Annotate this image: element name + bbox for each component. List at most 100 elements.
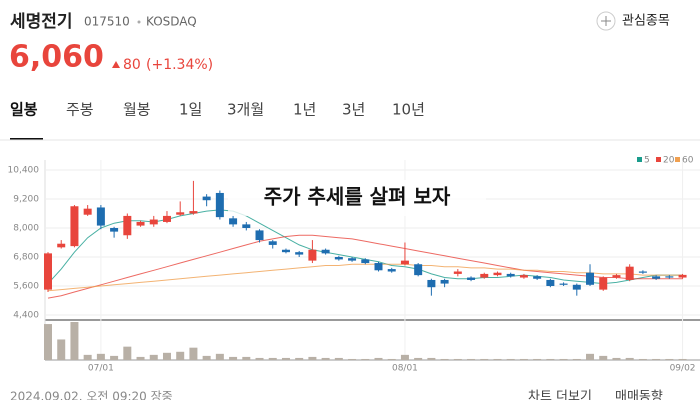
volume-bar: [176, 351, 185, 360]
volume-bar: [546, 358, 555, 360]
volume-bar: [493, 358, 502, 360]
legend-swatch: [656, 157, 661, 162]
watch-label: 관심종목: [622, 14, 670, 29]
tab[interactable]: 3개월: [227, 101, 264, 119]
candle-body: [136, 221, 145, 226]
volume-bar: [242, 356, 251, 360]
volume-bar: [83, 354, 92, 360]
candle-body: [44, 253, 52, 290]
candle-body: [652, 276, 661, 279]
volume-bar: [453, 358, 462, 360]
candle-body: [638, 271, 647, 273]
volume-bar: [202, 355, 211, 360]
candle-body: [559, 283, 568, 285]
x-tick-label: 09/02: [670, 364, 696, 374]
candle-body: [295, 252, 304, 255]
volume-bar: [268, 357, 277, 360]
volume-bar: [334, 357, 343, 360]
candle-body: [572, 284, 581, 290]
volume-bar: [572, 358, 581, 360]
y-tick-label: 8,000: [13, 224, 39, 234]
candle-body: [281, 249, 290, 253]
stock-code: 017510: [84, 15, 130, 29]
y-tick-label: 9,200: [13, 195, 39, 205]
candle-body: [387, 269, 396, 272]
volume-bar: [374, 357, 383, 360]
volume-bar: [414, 357, 423, 360]
candle-body: [348, 258, 357, 261]
candle-body: [242, 224, 251, 228]
tab[interactable]: 3년: [342, 101, 365, 119]
volume-bar: [678, 358, 687, 360]
tab[interactable]: 1년: [293, 101, 316, 119]
candle-body: [149, 219, 158, 225]
candle-body: [506, 273, 515, 277]
candle-body: [83, 208, 92, 215]
candle-body: [546, 279, 555, 286]
watch-icon: [596, 11, 616, 31]
volume-bar: [96, 353, 105, 360]
y-tick-label: 5,600: [13, 282, 39, 292]
tab[interactable]: 10년: [392, 101, 425, 119]
legend-swatch: [675, 157, 680, 162]
tab[interactable]: 주봉: [66, 101, 94, 119]
volume-bar: [57, 339, 66, 360]
volume-bar: [652, 358, 661, 360]
volume-bar: [599, 355, 608, 360]
stock-name: 세명전기: [10, 12, 73, 32]
candle-body: [162, 215, 171, 222]
y-tick-label: 6,800: [13, 253, 39, 263]
candle-body: [96, 207, 105, 226]
volume-bar: [638, 358, 647, 360]
volume-bar: [665, 358, 674, 360]
volume-bar: [136, 356, 145, 360]
tab[interactable]: 월봉: [123, 101, 151, 119]
footer-link[interactable]: 차트 더보기: [528, 390, 592, 400]
volume-bar: [612, 357, 621, 360]
candle-body: [123, 215, 132, 236]
legend-label: 5: [644, 156, 650, 166]
overlay-box: [228, 180, 486, 216]
volume-bar: [625, 357, 634, 360]
candle-body: [586, 272, 595, 285]
candle-body: [440, 279, 449, 284]
candle-body: [110, 228, 119, 232]
y-tick-label: 4,400: [13, 311, 39, 321]
candle-body: [467, 277, 476, 280]
candle-body: [229, 218, 238, 225]
volume-bar: [321, 357, 330, 360]
y-tick-label: 10,400: [8, 166, 40, 176]
legend-label: 60: [682, 156, 694, 166]
candle-body: [414, 264, 423, 276]
volume-bar: [533, 358, 542, 360]
candle-body: [493, 272, 502, 276]
candle-body: [400, 260, 409, 265]
candle-body: [189, 211, 198, 214]
footer-link[interactable]: 매매동향: [615, 390, 663, 400]
candle-body: [427, 279, 436, 288]
chart: 4,400 5,600 6,800 8,000 9,200 10,400 07/01 08/0…: [8, 156, 700, 374]
candle-body: [321, 249, 330, 254]
candle-body: [176, 212, 185, 215]
volume-bar: [308, 356, 317, 360]
volume-bar: [215, 353, 224, 360]
tab[interactable]: 일봉: [10, 101, 38, 119]
tab-underline: [10, 138, 43, 140]
tab[interactable]: 1일: [179, 101, 202, 119]
candle-body: [57, 243, 66, 248]
ma-line: [47, 263, 683, 292]
separator-dot: [137, 20, 141, 24]
plus-icon: [601, 16, 611, 26]
volume-bar: [295, 357, 304, 360]
candle-body: [361, 259, 370, 264]
market: KOSDAQ: [146, 15, 197, 29]
candle-body: [334, 257, 343, 260]
candle-body: [202, 196, 211, 201]
candle-body: [255, 230, 264, 241]
watch-button[interactable]: 관심종목: [596, 11, 670, 31]
volume-bar: [400, 354, 409, 360]
candle-body: [625, 266, 634, 280]
volume-bar: [387, 358, 396, 360]
candle-body: [268, 241, 277, 245]
